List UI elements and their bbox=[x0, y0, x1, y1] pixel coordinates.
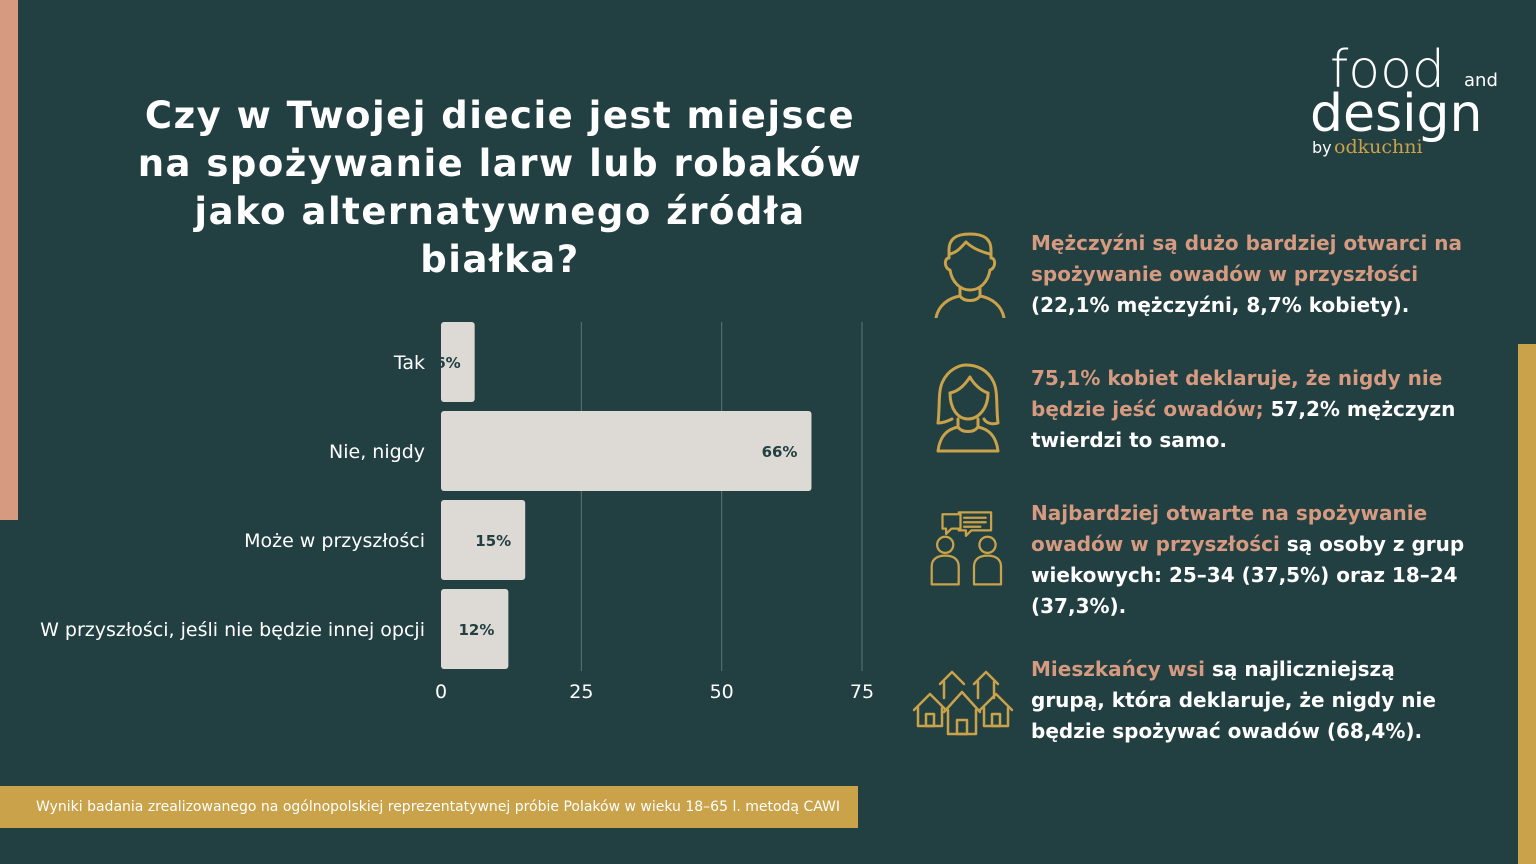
data-label: 6% bbox=[435, 354, 460, 372]
tick-label: 25 bbox=[569, 681, 593, 703]
page-title: Czy w Twojej diecie jest miejsce na spoż… bbox=[120, 92, 880, 284]
tick-label: 0 bbox=[435, 681, 447, 703]
logo-word: and bbox=[1464, 70, 1498, 91]
fact-highlight: Najbardziej otwarte na spożywanie owadów… bbox=[1031, 501, 1428, 556]
tick-label: 50 bbox=[710, 681, 734, 703]
bar bbox=[441, 589, 509, 669]
conversation-icon bbox=[930, 511, 1003, 586]
category-label: W przyszłości, jeśli nie będzie innej op… bbox=[40, 619, 425, 641]
logo-word: design bbox=[1310, 84, 1483, 144]
fact-text: Mieszkańcy wsi są najliczniejszą grupą, … bbox=[1031, 654, 1471, 747]
woman-icon bbox=[936, 363, 1000, 453]
title-line: jako alternatywnego źródła białka? bbox=[194, 190, 806, 281]
category-label: Może w przyszłości bbox=[244, 530, 425, 552]
brand-logo: food and design by odkuchni bbox=[1310, 40, 1510, 170]
village-icon bbox=[912, 670, 1014, 736]
category-label: Tak bbox=[393, 352, 425, 374]
fact-rest: (22,1% mężczyźni, 8,7% kobiety). bbox=[1031, 293, 1410, 317]
bar bbox=[441, 500, 526, 580]
fact-text: Najbardziej otwarte na spożywanie owadów… bbox=[1031, 498, 1471, 622]
logo-brand: odkuchni bbox=[1334, 136, 1423, 158]
data-label: 15% bbox=[475, 532, 511, 550]
man-icon bbox=[934, 232, 1006, 318]
bar bbox=[441, 411, 812, 491]
title-line: na spożywanie larw lub robaków bbox=[137, 142, 863, 185]
fact-highlight: 75,1% kobiet deklaruje, że nigdy nie będ… bbox=[1031, 366, 1443, 421]
fact-highlight: Mieszkańcy wsi bbox=[1031, 657, 1205, 681]
logo-by: by bbox=[1312, 138, 1332, 157]
left-accent-stripe bbox=[0, 0, 18, 520]
right-accent-stripe bbox=[1518, 344, 1536, 864]
fact-highlight: Mężczyźni są dużo bardziej otwarci na sp… bbox=[1031, 231, 1463, 286]
tick-label: 75 bbox=[850, 681, 874, 703]
data-label: 12% bbox=[458, 621, 494, 639]
bar-chart: Tak 6% Nie, nigdy 66% Może w przyszłości 15% W… bbox=[40, 322, 874, 703]
fact-text: 75,1% kobiet deklaruje, że nigdy nie będ… bbox=[1031, 363, 1471, 456]
title-line: Czy w Twojej diecie jest miejsce bbox=[144, 94, 856, 137]
footer-note: Wyniki badania zrealizowanego na ogólnop… bbox=[0, 786, 858, 828]
fact-rest: 57,2% mężczyzn twierdzi to samo. bbox=[1031, 397, 1456, 452]
fact-rest: są najliczniejszą grupą, która deklaruje… bbox=[1031, 657, 1436, 743]
data-label: 66% bbox=[762, 443, 798, 461]
logo-word: food bbox=[1330, 40, 1445, 100]
bar bbox=[441, 322, 475, 402]
category-label: Nie, nigdy bbox=[329, 441, 425, 463]
fact-rest: są osoby z grup wiekowych: 25–34 (37,5%)… bbox=[1031, 532, 1465, 618]
fact-text: Mężczyźni są dużo bardziej otwarci na sp… bbox=[1031, 228, 1471, 321]
